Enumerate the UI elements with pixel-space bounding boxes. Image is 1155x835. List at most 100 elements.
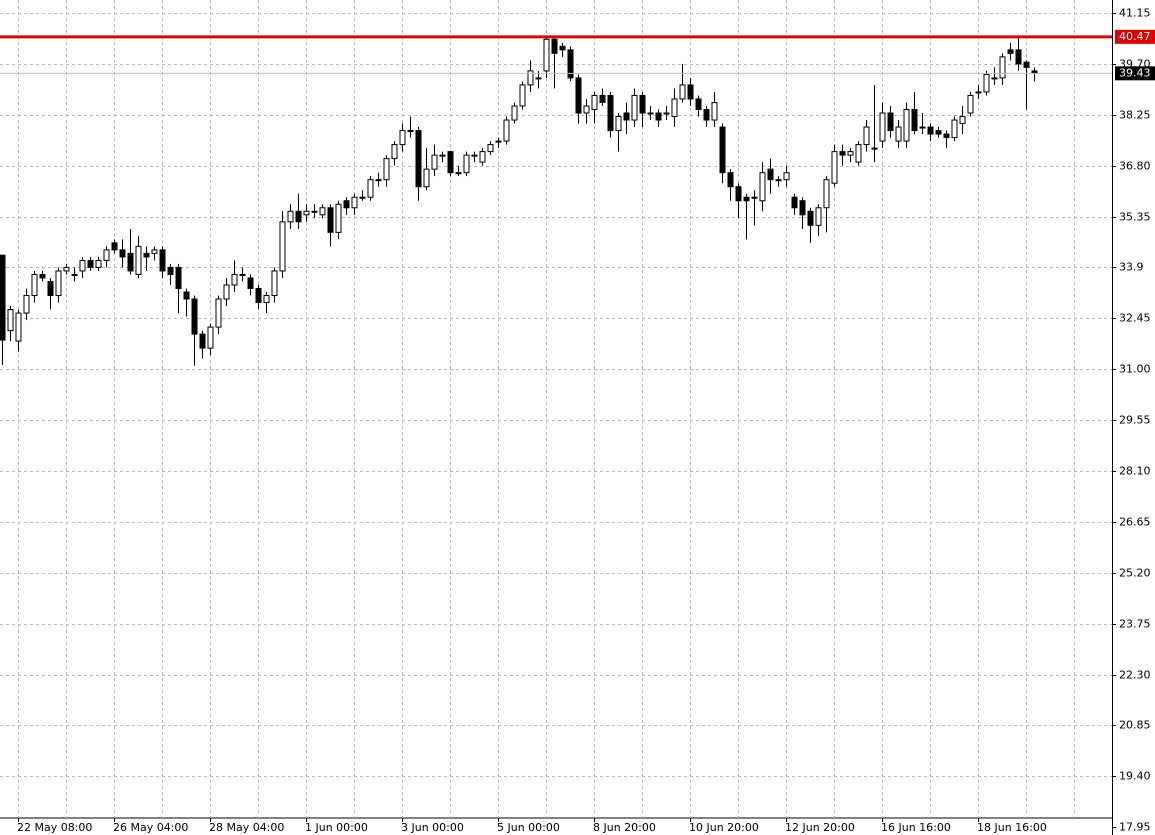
candle-body: [295, 210, 302, 223]
y-tick-label: 41.15: [1119, 7, 1151, 20]
y-tick-label: 20.85: [1119, 719, 1151, 732]
candle-body: [895, 126, 902, 142]
candle-body: [799, 200, 806, 216]
candle-body: [143, 252, 150, 258]
candle-body: [511, 105, 518, 121]
last-price-label: 39.43: [1119, 66, 1151, 79]
x-tick-label: 3 Jun 00:00: [401, 821, 464, 834]
candle-body: [327, 207, 334, 233]
candle-body: [567, 49, 574, 79]
candle-body: [191, 298, 198, 335]
candle-body: [655, 112, 662, 121]
candle-body: [71, 273, 78, 276]
candle-body: [183, 291, 190, 300]
x-tick-label: 5 Jun 00:00: [497, 821, 560, 834]
candle-body: [767, 168, 774, 181]
candle-body: [831, 151, 838, 184]
y-tick-label: 22.30: [1119, 669, 1151, 682]
candle-body: [663, 112, 670, 115]
candle-body: [735, 186, 742, 202]
candle-body: [375, 179, 382, 182]
x-tick-label: 26 May 04:00: [113, 821, 188, 834]
candle-body: [903, 109, 910, 142]
candle-body: [575, 77, 582, 114]
x-tick-label: 1 Jun 00:00: [305, 821, 368, 834]
y-tick-label: 32.45: [1119, 312, 1151, 325]
candle-body: [31, 273, 38, 297]
candle-body: [631, 94, 638, 121]
candle-body: [231, 273, 238, 286]
candle-body: [407, 130, 414, 133]
candle-body: [695, 98, 702, 111]
candle-body: [159, 249, 166, 272]
candle-body: [367, 179, 374, 198]
candle-body: [399, 130, 406, 146]
x-tick-label: 12 Jun 20:00: [785, 821, 855, 834]
candle-body: [727, 172, 734, 188]
candle-body: [487, 144, 494, 153]
candle-body: [935, 130, 942, 135]
candle-body: [23, 295, 30, 314]
candle-body: [527, 70, 534, 86]
candle-body: [263, 295, 270, 304]
candle-body: [775, 179, 782, 182]
y-tick-label: 26.65: [1119, 516, 1151, 529]
candle-body: [647, 112, 654, 115]
last-price-box: [1115, 66, 1155, 81]
candle-body: [959, 116, 966, 125]
candle-body: [599, 94, 606, 103]
candle-body: [39, 273, 46, 279]
candle-body: [759, 172, 766, 202]
candle-body: [303, 210, 310, 216]
y-tick-label: 19.40: [1119, 770, 1151, 783]
candle-body: [999, 56, 1006, 79]
candle-body: [919, 126, 926, 129]
candle-body: [103, 249, 110, 261]
candle-body: [359, 196, 366, 199]
candle-body: [111, 242, 118, 251]
candle-body: [847, 151, 854, 156]
candle-body: [383, 158, 390, 181]
x-tick-label: 28 May 04:00: [209, 821, 284, 834]
candle-body: [703, 109, 710, 121]
candle-body: [1023, 61, 1030, 68]
candle-body: [615, 116, 622, 132]
candle-body: [951, 119, 958, 139]
level-label: 40.47: [1119, 30, 1151, 43]
candle-body: [199, 333, 206, 349]
candle-body: [967, 94, 974, 114]
candle-body: [319, 207, 326, 216]
candle-body: [815, 207, 822, 226]
candle-body: [623, 112, 630, 121]
candle-body: [975, 91, 982, 94]
candle-body: [223, 284, 230, 300]
candle-body: [391, 144, 398, 160]
candle-body: [719, 126, 726, 174]
candle-body: [431, 154, 438, 170]
y-tick-label: 33.9: [1119, 261, 1144, 274]
candle-body: [335, 203, 342, 233]
y-tick-label: 29.55: [1119, 414, 1151, 427]
candle-body: [911, 109, 918, 132]
candle-body: [351, 196, 358, 209]
candle-body: [167, 266, 174, 275]
candle-body: [591, 94, 598, 111]
candle-body: [711, 101, 718, 121]
candle-body: [95, 259, 102, 268]
candle-body: [991, 77, 998, 80]
candle-body: [791, 196, 798, 209]
candle-body: [479, 151, 486, 163]
candle-body: [287, 210, 294, 223]
candle-body: [783, 172, 790, 181]
candle-body: [671, 98, 678, 118]
candle-body: [863, 126, 870, 146]
y-tick-label: 35.35: [1119, 211, 1151, 224]
candle-body: [239, 273, 246, 276]
candle-body: [455, 172, 462, 175]
candle-body: [311, 210, 318, 213]
candle-body: [215, 298, 222, 328]
level-box: [1115, 29, 1155, 44]
candle-body: [119, 249, 126, 258]
candle-body: [855, 144, 862, 163]
candle-body: [471, 154, 478, 157]
